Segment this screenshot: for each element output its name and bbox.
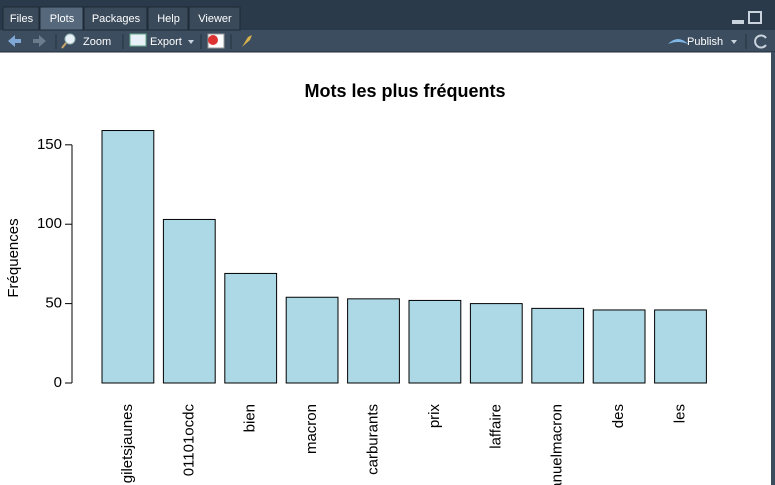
bar (592, 309, 646, 384)
x-tick-label: prix (426, 404, 443, 429)
y-tick-label: 50 (45, 295, 62, 312)
minimize-button[interactable] (732, 20, 744, 24)
publish-icon (668, 39, 688, 44)
bar (101, 130, 155, 384)
x-tick-label: 01101ocdc (180, 404, 197, 477)
pane-border (771, 52, 775, 485)
tab-label[interactable]: Viewer (198, 13, 232, 25)
remove-plot-icon (208, 35, 218, 45)
tab-label[interactable]: Plots (50, 13, 75, 25)
tab-label[interactable]: Files (10, 13, 34, 25)
maximize-button[interactable] (748, 11, 762, 24)
x-tick-label: carburants (364, 404, 381, 475)
tab-label[interactable]: Help (157, 13, 180, 25)
zoom-button[interactable]: Zoom (83, 36, 111, 48)
y-tick-label: 150 (37, 136, 62, 153)
x-tick-label: bien (242, 404, 259, 432)
bar (162, 218, 216, 384)
x-tick-label: laffaire (487, 404, 504, 449)
chart-title: Mots les plus fréquents (304, 81, 505, 101)
bar (654, 309, 707, 384)
tab[interactable] (39, 6, 84, 31)
zoom-icon-handle (61, 42, 67, 49)
x-tick-label: les (671, 404, 688, 423)
tabs: Files Plots Packages Help Viewer (2, 6, 241, 31)
export-dropdown[interactable] (188, 40, 194, 44)
chart: Mots les plus fréquents Fréquences 0 50 10… (5, 81, 707, 485)
bar (224, 272, 278, 384)
export-button[interactable]: Export (150, 36, 182, 48)
x-tick-label: emmanuelmacron (549, 404, 566, 485)
bar (347, 298, 400, 384)
tab[interactable] (83, 6, 148, 31)
toolbar (0, 30, 775, 52)
y-axis-title: Fréquences (5, 218, 22, 297)
tab[interactable] (147, 6, 189, 31)
refresh-button[interactable] (754, 34, 767, 49)
back-button[interactable] (8, 35, 21, 47)
y-tick-label: 100 (37, 215, 62, 232)
y-tick-label: 0 (54, 374, 62, 391)
tab-label[interactable]: Packages (92, 13, 141, 25)
bar (285, 296, 339, 384)
bar (531, 307, 585, 384)
x-tick-label: macron (303, 404, 320, 454)
tab[interactable] (188, 6, 241, 31)
bar (408, 299, 462, 384)
x-tick-label: giletsjaunes (119, 404, 136, 483)
x-tick-label: des (610, 404, 627, 428)
publish-button[interactable]: Publish (687, 36, 723, 48)
forward-button[interactable] (33, 35, 46, 47)
clear-all-button[interactable] (242, 35, 252, 47)
export-icon (129, 33, 147, 47)
tab[interactable] (2, 6, 40, 31)
publish-dropdown[interactable] (731, 40, 737, 44)
bar (469, 303, 523, 384)
zoom-icon[interactable] (64, 33, 76, 45)
